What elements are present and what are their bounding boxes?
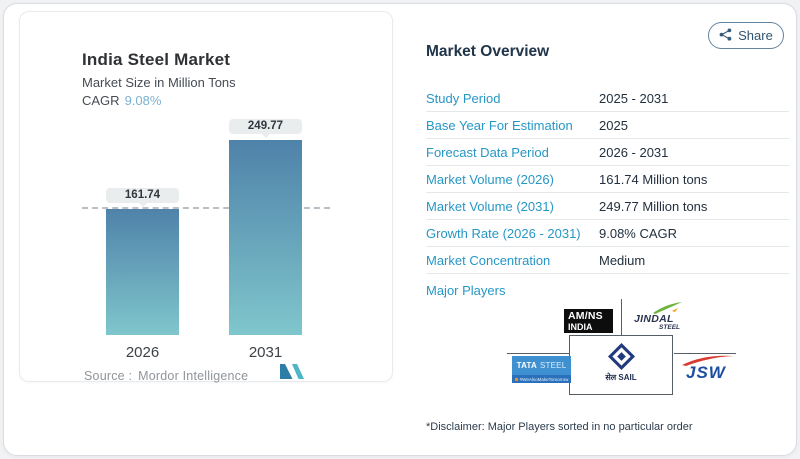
- sail-caption: सेल SAIL: [605, 373, 637, 382]
- sail-logo: सेल SAIL: [569, 335, 673, 395]
- tata-orange-dot: [514, 377, 518, 381]
- bar-rect-2031: [229, 140, 302, 335]
- bar-value-label-2031: 249.77: [229, 119, 302, 138]
- mordor-intelligence-logo-icon: [280, 364, 304, 384]
- bar-chart-plot: 161.74 2026 249.77 2031: [20, 12, 392, 381]
- row-label: Market Volume (2031): [426, 198, 554, 214]
- share-button[interactable]: Share: [708, 22, 784, 49]
- row-label: Market Volume (2026): [426, 171, 554, 187]
- chart-subtitle: Market Size in Million Tons: [82, 75, 236, 90]
- cagr-value: 9.08%: [124, 93, 162, 108]
- jindal-sub: STEEL: [659, 324, 680, 331]
- row-label: Study Period: [426, 90, 501, 106]
- chart-title: India Steel Market: [82, 50, 231, 69]
- amns-india-logo: AM/NS INDIA: [564, 309, 613, 333]
- table-row-market-concentration: Market Concentration Medium: [426, 247, 789, 274]
- x-axis-label-2026: 2026: [125, 344, 160, 361]
- tata-steel-logo: TATA STEEL #WeAlsoMakeTomorrow: [512, 356, 571, 383]
- report-card: India Steel Market Market Size in Millio…: [3, 3, 797, 456]
- row-value: 161.74 Million tons: [599, 171, 708, 187]
- jindal-name: JINDAL: [634, 313, 674, 325]
- source-label: Source :: [84, 369, 133, 383]
- overview-table: Study Period 2025 - 2031 Base Year For E…: [426, 85, 789, 274]
- amns-line2: INDIA: [568, 321, 593, 332]
- table-row-market-volume-2026: Market Volume (2026) 161.74 Million tons: [426, 166, 789, 193]
- jindal-swoosh-icon: [653, 302, 682, 314]
- table-row-market-volume-2031: Market Volume (2031) 249.77 Million tons: [426, 193, 789, 220]
- major-players-label: Major Players: [426, 283, 506, 298]
- players-connector-right: [674, 353, 736, 354]
- market-size-chart-card: India Steel Market Market Size in Millio…: [19, 11, 393, 384]
- source-value: Mordor Intelligence: [138, 369, 249, 383]
- share-button-label: Share: [738, 28, 773, 43]
- players-connector-left: [507, 353, 569, 354]
- row-label: Growth Rate (2026 - 2031): [426, 225, 581, 241]
- jsw-logo: JSW: [680, 355, 738, 385]
- jsw-name: JSW: [686, 363, 726, 382]
- row-label: Market Concentration: [426, 252, 551, 268]
- tata-tagline: #WeAlsoMakeTomorrow: [519, 376, 569, 382]
- table-row-forecast-period: Forecast Data Period 2026 - 2031: [426, 139, 789, 166]
- x-axis-label-2031: 2031: [248, 344, 283, 361]
- table-row-growth-rate: Growth Rate (2026 - 2031) 9.08% CAGR: [426, 220, 789, 247]
- chart-cagr: CAGR 9.08%: [82, 93, 161, 108]
- bar-2026: 161.74 2026: [106, 188, 179, 361]
- table-row-base-year: Base Year For Estimation 2025: [426, 112, 789, 139]
- bar-value-label-2026: 161.74: [106, 188, 179, 207]
- row-value: 9.08% CAGR: [599, 225, 678, 241]
- overview-heading: Market Overview: [426, 43, 550, 60]
- share-icon: [719, 28, 732, 44]
- bar-2031: 249.77 2031: [229, 119, 302, 361]
- table-row-study-period: Study Period 2025 - 2031: [426, 85, 789, 112]
- players-divider-vertical: [621, 299, 622, 336]
- disclaimer-text: *Disclaimer: Major Players sorted in no …: [426, 421, 693, 433]
- bar-rect-2026: [106, 209, 179, 335]
- row-value: 249.77 Million tons: [599, 198, 708, 214]
- tata-sub: STEEL: [540, 361, 567, 370]
- row-value: 2025 - 2031: [599, 90, 669, 106]
- jindal-steel-logo: JINDAL STEEL: [632, 302, 682, 332]
- cagr-label: CAGR: [82, 93, 120, 108]
- tata-name: TATA: [516, 361, 537, 370]
- source-attribution: Source : Mordor Intelligence: [84, 369, 248, 383]
- reference-dashed-line: [82, 207, 330, 209]
- row-value: 2026 - 2031: [599, 144, 669, 160]
- sail-diamond-icon: [607, 343, 635, 370]
- row-value: 2025: [599, 117, 628, 133]
- row-label: Forecast Data Period: [426, 144, 549, 160]
- amns-line1: AM/NS: [568, 310, 603, 322]
- row-value: Medium: [599, 252, 646, 268]
- row-label: Base Year For Estimation: [426, 117, 573, 133]
- jsw-swoosh-icon: [682, 355, 734, 366]
